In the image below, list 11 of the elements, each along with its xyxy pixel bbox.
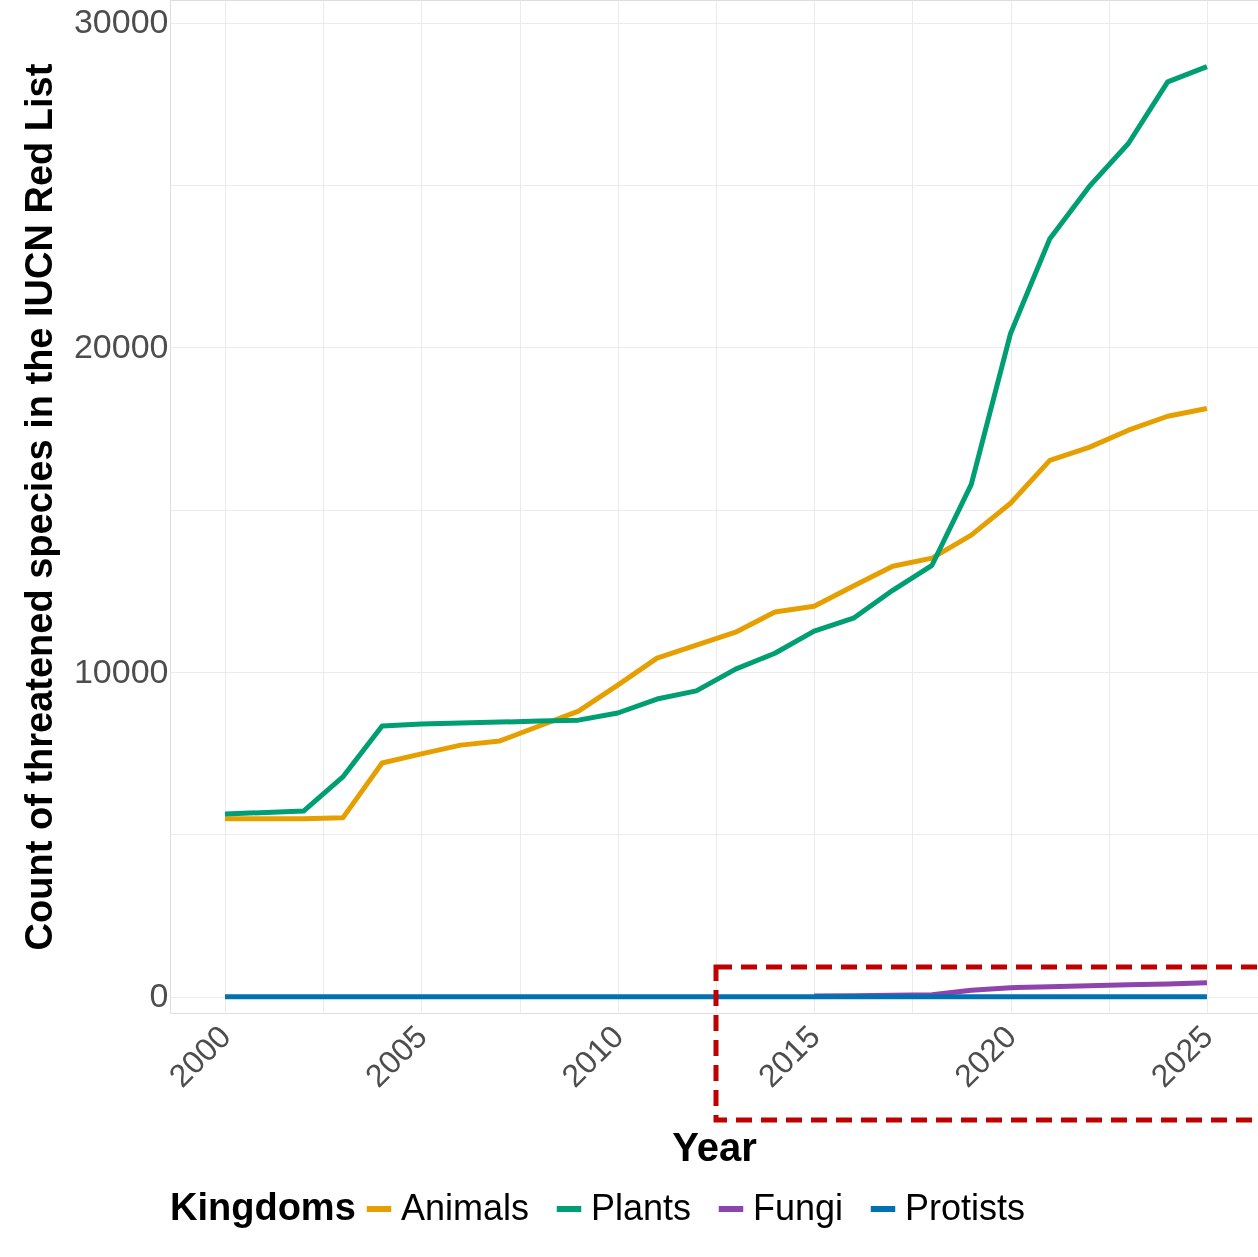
y-tick-label: 10000 (73, 651, 169, 690)
legend-title: Kingdoms (170, 1186, 356, 1228)
y-tick-label: 0 (149, 976, 169, 1015)
legend-label: Animals (401, 1187, 530, 1228)
legend-label: Plants (591, 1187, 692, 1228)
y-axis-title: Count of threatened species in the IUCN Red List (17, 63, 60, 951)
y-tick-label: 30000 (73, 2, 169, 41)
x-axis-title: Year (672, 1125, 757, 1170)
legend-label: Fungi (753, 1187, 844, 1228)
y-tick-label: 20000 (73, 326, 169, 365)
legend-label: Protists (905, 1187, 1026, 1228)
